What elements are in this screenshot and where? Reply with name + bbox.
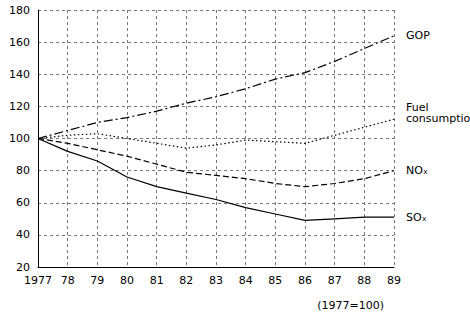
- svg-text:84: 84: [239, 274, 253, 287]
- svg-text:1977: 1977: [24, 274, 52, 287]
- svg-text:87: 87: [328, 274, 342, 287]
- svg-text:100: 100: [9, 132, 30, 145]
- svg-text:consumption: consumption: [406, 112, 470, 125]
- svg-text:NOₓ: NOₓ: [406, 164, 428, 177]
- svg-text:82: 82: [179, 274, 193, 287]
- svg-text:GOP: GOP: [406, 29, 430, 42]
- svg-text:89: 89: [387, 274, 401, 287]
- svg-text:120: 120: [9, 100, 30, 113]
- svg-text:83: 83: [209, 274, 223, 287]
- svg-text:140: 140: [9, 68, 30, 81]
- svg-text:Fuel: Fuel: [406, 101, 432, 115]
- svg-text:180: 180: [9, 4, 30, 17]
- svg-text:160: 160: [9, 36, 30, 49]
- svg-text:80: 80: [120, 274, 134, 287]
- svg-text:88: 88: [357, 274, 371, 287]
- svg-text:80: 80: [16, 164, 30, 177]
- svg-text:81: 81: [150, 274, 164, 287]
- svg-text:(1977=100): (1977=100): [317, 299, 384, 312]
- svg-text:60: 60: [16, 196, 30, 209]
- svg-text:79: 79: [90, 274, 104, 287]
- svg-text:40: 40: [16, 228, 30, 241]
- svg-text:86: 86: [298, 274, 312, 287]
- svg-text:78: 78: [61, 274, 75, 287]
- svg-text:20: 20: [16, 261, 30, 274]
- svg-text:85: 85: [268, 274, 282, 287]
- svg-text:SOₓ: SOₓ: [406, 211, 427, 224]
